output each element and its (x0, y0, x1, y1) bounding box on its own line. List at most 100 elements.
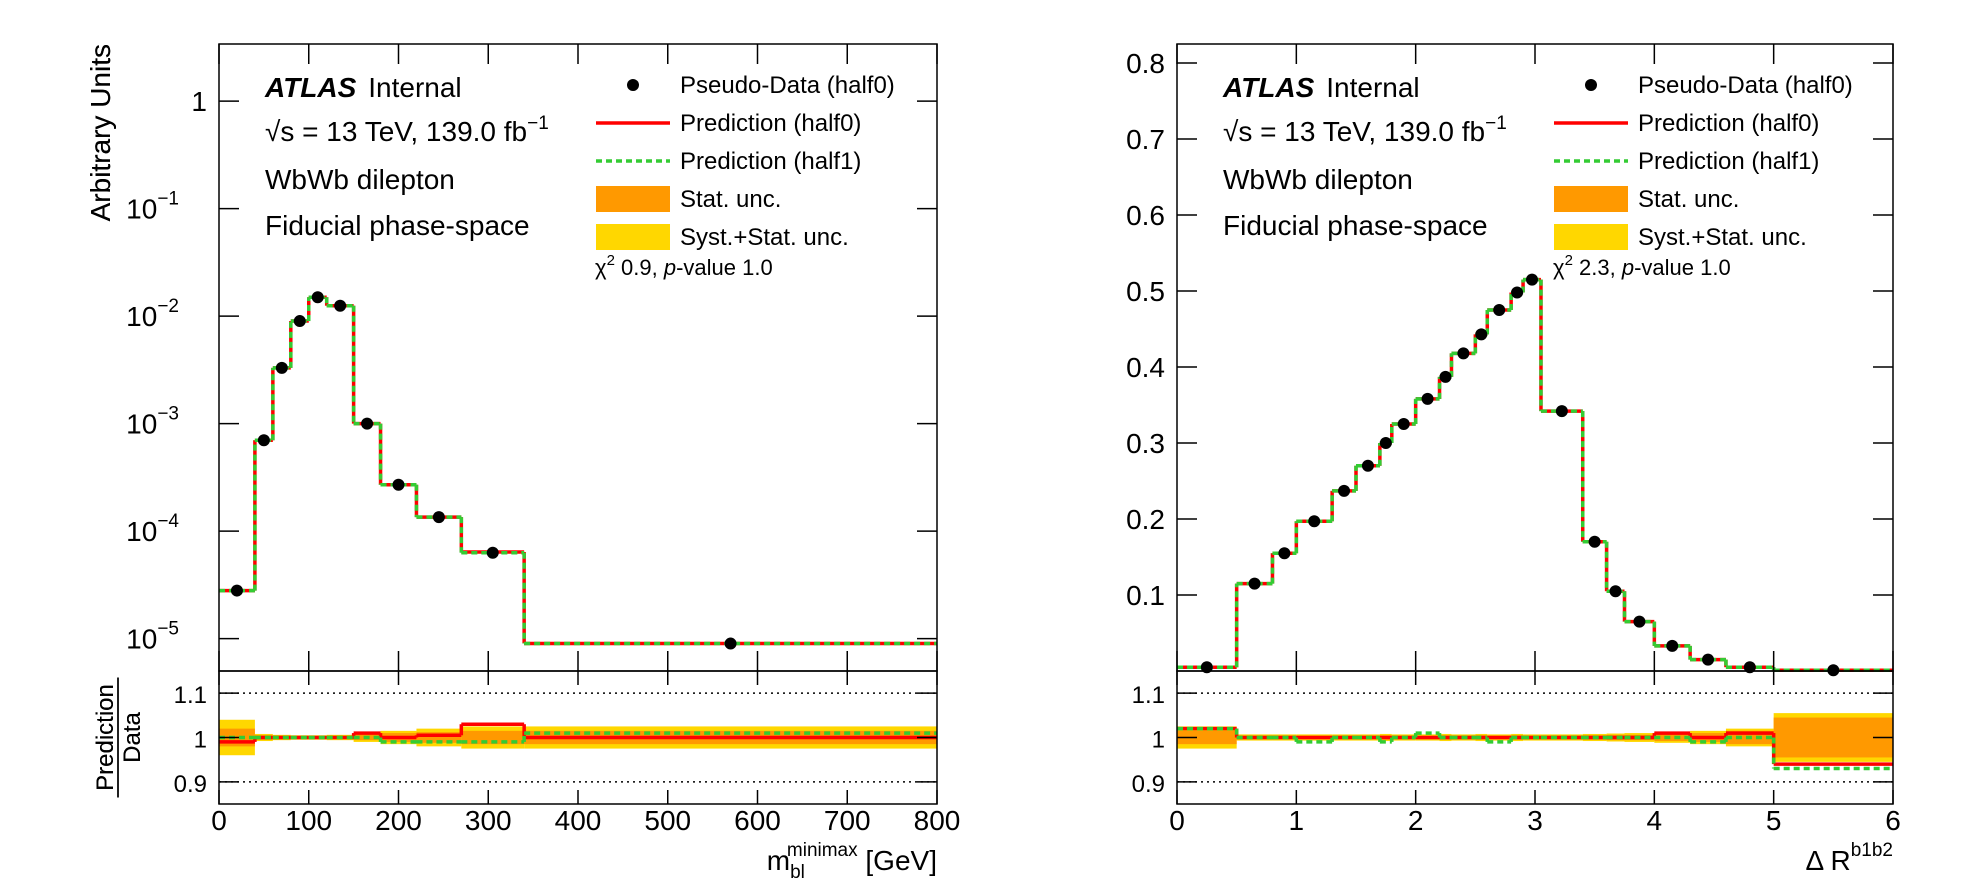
ratio-y-tick-label: 1 (1152, 727, 1165, 754)
channel-label: WbWb dilepton (1223, 164, 1413, 195)
ratio-y-title-num: Prediction (92, 684, 119, 791)
atlas-word: ATLAS (264, 72, 357, 103)
x-title-main: Δ R (1806, 845, 1851, 876)
y-tick-exponent: −4 (157, 511, 179, 532)
data-point (334, 299, 347, 312)
data-point (293, 315, 306, 328)
stats-label: χ2 0.9, p-value 1.0 (595, 252, 773, 280)
y-tick-label: 0.2 (1126, 504, 1165, 535)
energy-exp: −1 (527, 113, 549, 134)
data-point (1702, 653, 1715, 666)
y-tick-base: 10 (126, 516, 157, 547)
x-tick-label: 400 (555, 805, 602, 836)
legend-label: Stat. unc. (1638, 186, 1739, 213)
stats-part: -value 1.0 (1634, 255, 1731, 280)
data-point (1308, 515, 1321, 528)
atlas-label: ATLAS Internal (264, 72, 462, 103)
y-tick-label: 10−3 (126, 404, 179, 440)
y-tick-exponent: −2 (157, 296, 179, 317)
y-tick-label: 0.5 (1126, 276, 1165, 307)
legend-label: Syst.+Stat. unc. (680, 224, 849, 251)
energy-text: √s = 13 TeV, 139.0 fb (1223, 116, 1485, 147)
x-tick-label: 6 (1885, 805, 1901, 836)
data-point (1588, 535, 1601, 548)
data-point (230, 584, 243, 597)
legend-label: Pseudo-Data (half0) (1638, 72, 1853, 99)
y-tick-label: 0.8 (1126, 48, 1165, 79)
y-tick-base: 10 (126, 194, 157, 225)
data-point (1743, 661, 1756, 674)
energy-text: √s = 13 TeV, 139.0 fb (265, 116, 527, 147)
data-point (1397, 418, 1410, 430)
atlas-word: ATLAS (1222, 72, 1315, 103)
x-title-sup: minimax (787, 840, 858, 861)
data-point (1421, 392, 1434, 405)
data-point (275, 361, 288, 374)
data-point (1379, 437, 1392, 449)
data-point (1475, 328, 1488, 341)
y-axis-title: Arbitrary Units (85, 44, 116, 221)
ratio-y-title-den: Data (119, 712, 146, 763)
x-tick-label: 100 (285, 805, 332, 836)
energy-exp: −1 (1485, 113, 1507, 134)
stats-part: -value 1.0 (676, 255, 773, 280)
data-point (1457, 347, 1470, 360)
energy-label: √s = 13 TeV, 139.0 fb−1 (265, 113, 549, 147)
data-point (432, 511, 445, 524)
data-point (1511, 286, 1524, 299)
legend-label: Prediction (half1) (680, 148, 861, 175)
legend-label: Prediction (half0) (1638, 110, 1819, 137)
channel-label: WbWb dilepton (265, 164, 455, 195)
x-title-sub: bl (790, 862, 805, 883)
x-tick-label: 2 (1408, 805, 1424, 836)
legend-label: Stat. unc. (680, 186, 781, 213)
ratio-y-tick-label: 1.1 (174, 682, 207, 709)
data-point (1278, 547, 1291, 560)
data-point (1200, 661, 1213, 674)
y-tick-label: 10−2 (126, 296, 179, 332)
data-point (1609, 585, 1622, 598)
legend-label: Prediction (half0) (680, 110, 861, 137)
data-point (1439, 370, 1452, 383)
data-point (1361, 459, 1374, 472)
region-label: Fiducial phase-space (265, 210, 530, 241)
legend-swatch (1554, 186, 1628, 212)
data-point (1555, 405, 1568, 418)
y-tick-label: 0.4 (1126, 352, 1165, 383)
y-axis-title: Arbitrary Units (85, 44, 116, 221)
ratio-y-tick-label: 0.9 (174, 771, 207, 798)
legend-marker (627, 79, 639, 91)
x-axis-title: Δ Rb1b2 (1806, 840, 1893, 876)
data-point (1827, 664, 1840, 677)
stats-part: 2 (607, 252, 615, 269)
x-tick-label: 200 (375, 805, 422, 836)
x-axis-title: mblminimax [GeV] (767, 840, 937, 883)
region-label: Fiducial phase-space (1223, 210, 1488, 241)
y-tick-label: 0.3 (1126, 428, 1165, 459)
y-tick-exponent: −3 (157, 404, 179, 425)
data-point (1666, 639, 1679, 652)
stats-label: χ2 2.3, p-value 1.0 (1553, 252, 1731, 280)
ratio-y-tick-label: 0.9 (1132, 771, 1165, 798)
x-tick-label: 500 (644, 805, 691, 836)
x-tick-label: 5 (1766, 805, 1782, 836)
stats-part: χ (1553, 255, 1565, 280)
stats-part: p (663, 255, 676, 280)
x-tick-label: 600 (734, 805, 781, 836)
y-tick-label: 10−4 (126, 511, 179, 547)
internal-word: Internal (1326, 72, 1419, 103)
legend-swatch (1554, 224, 1628, 250)
y-tick-exponent: −1 (157, 189, 179, 210)
y-tick-exponent: −5 (157, 619, 179, 640)
ratio-y-title-den: Data (119, 712, 146, 763)
data-point (486, 546, 499, 559)
ratio-y-tick-label: 1.1 (1132, 682, 1165, 709)
data-point (1493, 304, 1506, 316)
x-title-sup: b1b2 (1851, 840, 1893, 861)
y-tick-base: 10 (126, 624, 157, 655)
legend-label: Syst.+Stat. unc. (1638, 224, 1807, 251)
x-title-unit: [GeV] (858, 845, 937, 876)
stats-part: 2.3, (1573, 255, 1622, 280)
